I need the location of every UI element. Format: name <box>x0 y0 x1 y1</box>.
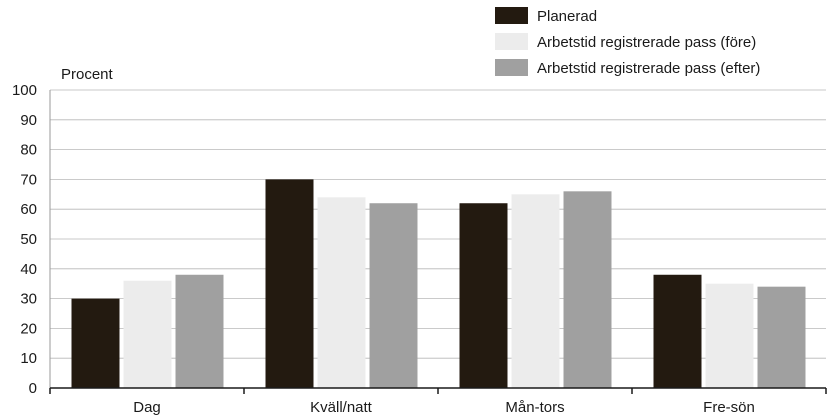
y-tick-label: 100 <box>12 82 37 99</box>
x-tick-label: Kväll/natt <box>310 399 373 416</box>
bar-1-3 <box>459 203 508 388</box>
y-tick-label: 30 <box>20 291 37 308</box>
x-tick-label: Mån-tors <box>505 399 564 416</box>
y-tick-label: 50 <box>20 231 37 248</box>
y-axis-label: Procent <box>61 66 114 83</box>
y-axis-ticks: 0 10 20 30 40 50 60 70 80 90 100 <box>12 82 37 397</box>
bar-3-2 <box>369 203 418 388</box>
bars <box>71 179 806 388</box>
legend-swatch-1 <box>495 7 528 24</box>
legend-label-2: Arbetstid registrerade pass (före) <box>537 34 756 51</box>
legend-swatch-2 <box>495 33 528 50</box>
y-tick-label: 10 <box>20 350 37 367</box>
y-tick-label: 40 <box>20 261 37 278</box>
x-tick-label: Dag <box>133 399 161 416</box>
bar-3-3 <box>563 191 612 388</box>
y-tick-label: 60 <box>20 201 37 218</box>
bar-2-3 <box>511 194 560 388</box>
y-tick-label: 80 <box>20 142 37 159</box>
bar-1-1 <box>71 298 120 388</box>
legend-label-3: Arbetstid registrerade pass (efter) <box>537 60 760 77</box>
bar-2-4 <box>705 283 754 388</box>
y-tick-label: 20 <box>20 320 37 337</box>
legend-swatch-3 <box>495 59 528 76</box>
legend-label-1: Planerad <box>537 8 597 25</box>
legend: Planerad Arbetstid registrerade pass (för… <box>495 7 760 77</box>
bar-2-1 <box>123 280 172 388</box>
y-tick-label: 70 <box>20 171 37 188</box>
bar-2-2 <box>317 197 366 388</box>
x-tick-label: Fre-sön <box>703 399 755 416</box>
bar-3-4 <box>757 286 806 388</box>
bar-1-4 <box>653 274 702 388</box>
y-tick-label: 90 <box>20 112 37 129</box>
x-axis: Dag Kväll/natt Mån-tors Fre-sön <box>49 90 827 416</box>
bar-3-1 <box>175 274 224 388</box>
bar-1-2 <box>265 179 314 388</box>
y-tick-label: 0 <box>29 380 37 397</box>
